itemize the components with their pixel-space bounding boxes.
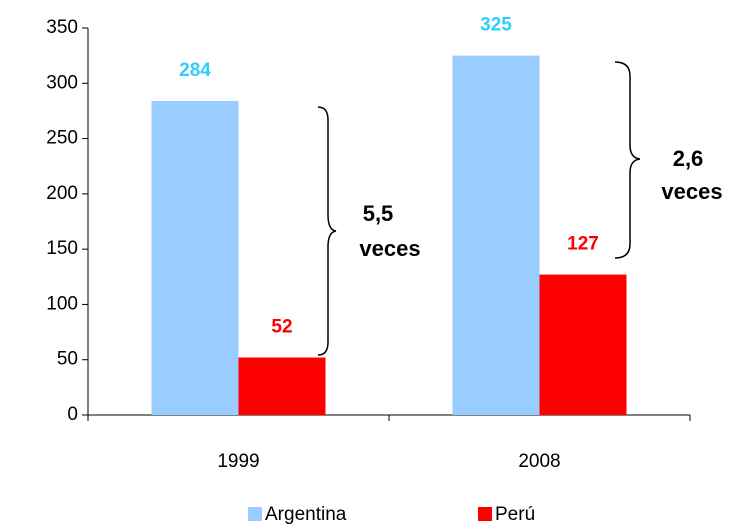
- y-tick-label: 100: [46, 293, 78, 314]
- bar: [452, 55, 540, 416]
- brace: [317, 106, 337, 356]
- y-tick-label: 350: [46, 17, 78, 38]
- y-tick-label: 250: [46, 128, 78, 149]
- brace: [614, 61, 641, 259]
- annotation: veces: [359, 236, 420, 261]
- y-tick-label: 300: [46, 72, 78, 93]
- legend-swatch: [248, 507, 262, 521]
- y-tick-label: 50: [57, 349, 78, 370]
- annotation: 2,6: [673, 146, 704, 171]
- data-label: 127: [567, 234, 599, 255]
- x-tick-label: 2008: [518, 451, 560, 472]
- x-tick-label: 1999: [217, 451, 259, 472]
- data-label: 325: [480, 15, 512, 36]
- bar: [151, 100, 239, 415]
- bar: [238, 357, 326, 415]
- y-tick-label: 0: [67, 404, 78, 425]
- y-tick-label: 150: [46, 238, 78, 259]
- legend-swatch: [478, 507, 492, 521]
- annotation: veces: [661, 179, 722, 204]
- legend-label: Perú: [495, 504, 535, 525]
- y-tick-label: 200: [46, 183, 78, 204]
- bar: [539, 274, 627, 415]
- annotation: 5,5: [363, 201, 394, 226]
- legend-label: Argentina: [265, 504, 347, 525]
- data-label: 52: [271, 317, 292, 338]
- data-label: 284: [179, 60, 211, 81]
